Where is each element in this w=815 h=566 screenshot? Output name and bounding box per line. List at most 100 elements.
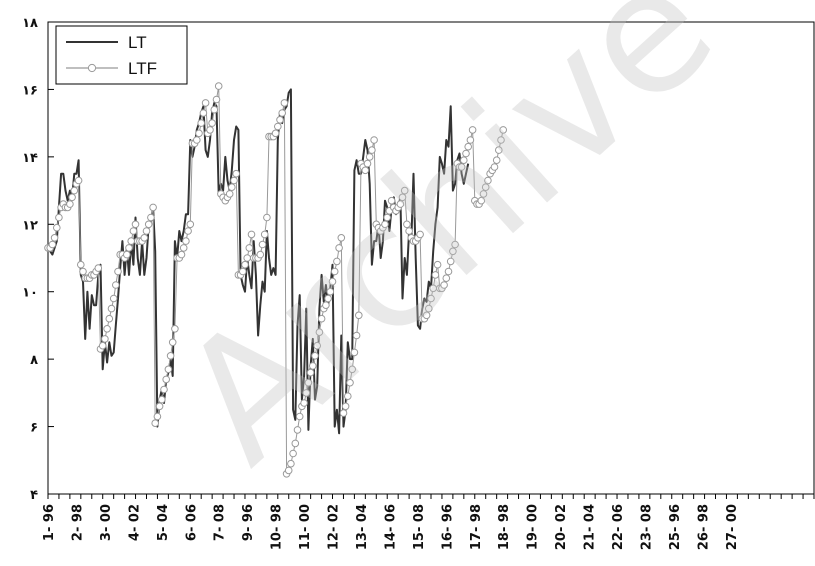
- x-tick-label: 16- 96: [440, 504, 455, 550]
- data-point-ltf: [333, 257, 341, 266]
- y-tick-label: ۱۸: [22, 16, 38, 31]
- data-point-ltf: [144, 220, 153, 229]
- data-point-ltf: [481, 183, 490, 191]
- series-line-ltf: [48, 85, 504, 475]
- data-point-ltf: [70, 186, 79, 195]
- x-tick-label: 7- 08: [213, 504, 228, 541]
- data-point-ltf: [260, 230, 269, 239]
- x-tick-label: 25- 96: [668, 504, 683, 550]
- data-point-ltf: [155, 402, 164, 411]
- data-point-ltf: [317, 314, 326, 323]
- x-tick-label: 4- 02: [127, 504, 142, 541]
- data-point-ltf: [182, 237, 190, 245]
- data-point-ltf: [304, 378, 313, 387]
- data-point-ltf: [256, 250, 265, 259]
- data-point-ltf: [326, 287, 335, 296]
- y-tick-label: ۱۶: [22, 83, 38, 98]
- data-point-ltf: [293, 426, 302, 434]
- legend-label-lt: LT: [128, 33, 147, 52]
- plot-area: [47, 21, 815, 495]
- data-point-ltf: [449, 247, 457, 256]
- data-point-ltf: [55, 213, 63, 222]
- data-point-ltf: [335, 244, 343, 252]
- x-tick-label: 18- 98: [497, 504, 512, 550]
- data-point-ltf: [107, 304, 116, 313]
- data-point-ltf: [151, 419, 159, 428]
- x-tick-label: 27- 00: [725, 504, 740, 550]
- data-point-ltf: [109, 294, 118, 303]
- x-axis: 1- 96 2- 98 3- 00 4- 02 5- 04 6- 06 7- 08 9- 96…: [42, 494, 815, 550]
- data-point-ltf: [311, 352, 319, 360]
- data-point-ltf: [158, 395, 166, 404]
- data-point-ltf: [492, 156, 501, 164]
- data-point-ltf: [339, 409, 348, 417]
- x-tick-label: 13- 04: [355, 504, 370, 550]
- y-tick-label: ۴: [30, 488, 38, 503]
- data-point-ltf: [499, 126, 508, 134]
- data-point-ltf: [457, 163, 466, 171]
- data-point-ltf: [495, 146, 503, 154]
- x-tick-label: 15- 08: [412, 504, 427, 550]
- data-point-ltf: [466, 136, 475, 144]
- data-point-ltf: [239, 267, 247, 276]
- data-point-ltf: [168, 338, 177, 347]
- data-point-ltf: [422, 311, 431, 320]
- data-point-ltf: [328, 277, 337, 286]
- data-point-ltf: [398, 193, 407, 202]
- data-point-ltf: [171, 325, 179, 333]
- data-point-ltf: [153, 412, 162, 421]
- x-tick-label: 26- 98: [696, 504, 711, 550]
- data-point-ltf: [291, 439, 300, 448]
- y-tick-label: ۱۴: [22, 151, 38, 166]
- data-point-ltf: [442, 274, 451, 283]
- data-point-ltf: [125, 244, 133, 252]
- data-point-ltf: [166, 352, 175, 360]
- x-tick-label: 23- 08: [639, 504, 654, 550]
- data-point-ltf: [352, 331, 361, 340]
- y-axis: ۴ ۶ ۸ ۱۰ ۱۲ ۱۴ ۱۶ ۱۸: [22, 16, 54, 503]
- series-layer: [44, 82, 508, 478]
- data-point-ltf: [295, 412, 304, 421]
- data-point-ltf: [160, 385, 168, 394]
- data-point-ltf: [271, 129, 280, 138]
- x-tick-label: 14- 06: [383, 504, 398, 550]
- data-point-ltf: [381, 220, 389, 229]
- data-point-ltf: [214, 82, 223, 90]
- data-point-ltf: [197, 119, 205, 127]
- data-point-ltf: [429, 284, 438, 293]
- data-point-ltf: [228, 183, 236, 191]
- data-point-ltf: [477, 196, 486, 205]
- data-point-ltf: [400, 186, 409, 195]
- data-point-ltf: [149, 203, 157, 212]
- data-point-ltf: [210, 105, 219, 114]
- legend: LT LTF: [55, 25, 188, 85]
- data-point-ltf: [440, 281, 448, 289]
- data-point-ltf: [177, 250, 186, 259]
- data-point-ltf: [193, 136, 201, 144]
- data-point-ltf: [98, 341, 107, 350]
- y-tick-label: ۱۲: [22, 218, 38, 233]
- x-tick-label: 20- 02: [554, 504, 569, 550]
- data-point-ltf: [315, 328, 324, 337]
- y-tick-label: ۶: [30, 421, 38, 436]
- data-point-ltf: [184, 227, 192, 235]
- data-point-ltf: [464, 142, 473, 151]
- x-tick-label: 6- 06: [184, 504, 199, 541]
- data-point-ltf: [79, 267, 87, 276]
- data-point-ltf: [361, 166, 370, 175]
- data-point-ltf: [280, 99, 289, 107]
- data-point-ltf: [306, 368, 315, 377]
- data-point-ltf: [460, 156, 468, 164]
- series-ltf: [44, 82, 508, 478]
- data-point-ltf: [330, 267, 339, 276]
- data-point-ltf: [337, 234, 346, 242]
- x-tick-label: 21- 04: [583, 504, 598, 550]
- data-point-ltf: [444, 267, 453, 276]
- data-point-ltf: [245, 244, 254, 252]
- data-point-ltf: [405, 227, 413, 235]
- data-point-ltf: [300, 399, 308, 407]
- data-point-ltf: [48, 240, 57, 249]
- data-point-ltf: [101, 335, 109, 343]
